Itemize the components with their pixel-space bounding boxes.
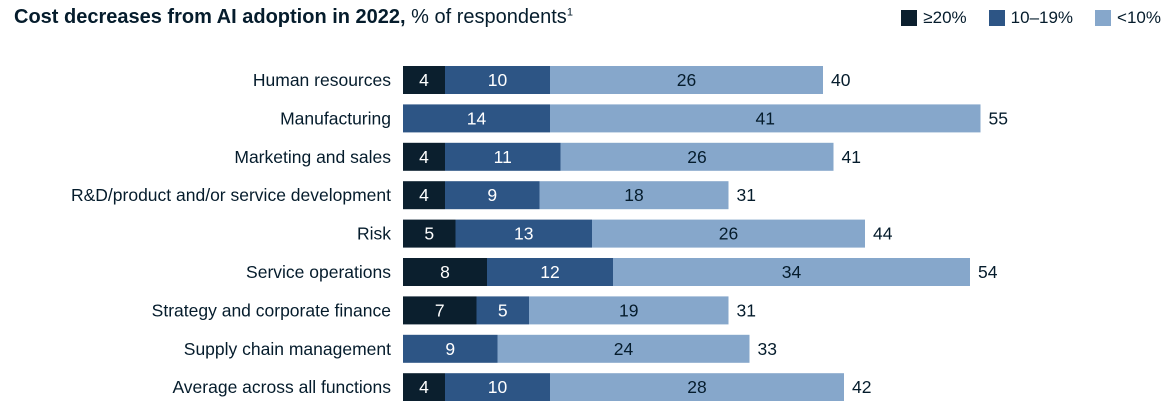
bar-segment	[497, 334, 750, 363]
bar-value-label: 4	[419, 377, 429, 397]
bar-segment	[560, 142, 834, 171]
bar-segment	[487, 258, 613, 286]
bar-segment	[539, 181, 729, 210]
bar-value-label: 41	[756, 108, 775, 128]
bar-segment	[403, 258, 487, 286]
bar-value-label: 7	[435, 300, 445, 320]
bar-segment	[403, 296, 477, 325]
bar-value-label: 13	[514, 224, 533, 244]
bar-segment	[403, 373, 445, 401]
category-label: Supply chain management	[184, 339, 391, 359]
legend-label: ≥20%	[923, 8, 967, 27]
category-label: Strategy and corporate finance	[152, 300, 391, 320]
bar-segment	[476, 296, 529, 325]
bar-segment	[445, 142, 561, 171]
title-main: Cost decreases from AI adoption in 2022,	[14, 6, 406, 28]
legend-swatch	[1095, 10, 1112, 26]
bar-value-label: 5	[498, 300, 508, 320]
bar-value-label: 12	[540, 262, 559, 282]
bar-value-label: 26	[719, 224, 738, 244]
stacked-bar-chart: Human resources 4 10 26 40 Manufacturing 14 41 5…	[71, 66, 1008, 401]
bar-segment	[592, 219, 865, 248]
bar-segment	[445, 181, 540, 210]
bar-segment	[550, 373, 844, 401]
legend-label: 10–19%	[1010, 8, 1074, 27]
bar-value-label: 11	[494, 147, 512, 167]
bar-value-label: 18	[624, 185, 643, 205]
category-label: R&D/product and/or service development	[71, 185, 391, 205]
bar-value-label: 19	[619, 300, 638, 320]
bar-total-label: 31	[737, 185, 756, 205]
bar-value-label: 4	[419, 70, 429, 90]
legend-item-10-19: 10–19%	[988, 8, 1074, 28]
title-subtitle: % of respondents	[405, 6, 567, 28]
bar-total-label: 41	[842, 147, 861, 167]
chart-title: Cost decreases from AI adoption in 2022,…	[14, 6, 573, 29]
category-label: Manufacturing	[280, 108, 391, 128]
bar-value-label: 9	[445, 339, 455, 359]
bar-total-label: 31	[737, 300, 756, 320]
bar-segment	[550, 104, 981, 133]
bar-segment	[550, 66, 823, 94]
bar-segment	[529, 296, 729, 325]
category-label: Average across all functions	[172, 377, 391, 397]
bar-segment	[445, 66, 550, 94]
bar-value-label: 8	[440, 262, 450, 282]
bar-segment	[403, 181, 445, 210]
legend-swatch	[988, 10, 1005, 26]
title-footnote: 1	[566, 6, 573, 19]
bar-segment	[403, 104, 550, 133]
bar-total-label: 55	[989, 108, 1008, 128]
bar-segment	[613, 258, 970, 286]
bar-value-label: 10	[488, 377, 508, 397]
bar-value-label: 10	[488, 70, 508, 90]
bar-value-label: 28	[687, 377, 706, 397]
bar-value-label: 24	[614, 339, 634, 359]
bar-segment	[403, 66, 445, 94]
bar-segment	[455, 219, 592, 248]
bar-segment	[403, 142, 445, 171]
legend-label: <10%	[1117, 8, 1161, 27]
bar-value-label: 4	[419, 147, 429, 167]
bar-value-label: 5	[424, 224, 434, 244]
legend-item-20-plus: ≥20%	[901, 8, 967, 28]
bar-total-label: 44	[873, 224, 893, 244]
category-label: Risk	[357, 224, 391, 244]
legend-swatch	[901, 10, 918, 26]
bar-segment	[445, 373, 550, 401]
legend-item-under-10: <10%	[1095, 8, 1161, 28]
bar-segment	[403, 334, 498, 363]
bar-value-label: 9	[487, 185, 497, 205]
category-label: Service operations	[246, 262, 391, 282]
bar-value-label: 26	[687, 147, 706, 167]
bar-value-label: 4	[419, 185, 429, 205]
bar-total-label: 40	[831, 70, 851, 90]
chart-legend: ≥20% 10–19% <10%	[901, 8, 1161, 28]
category-label: Human resources	[253, 70, 391, 90]
bar-total-label: 33	[758, 339, 777, 359]
bar-value-label: 34	[782, 262, 802, 282]
bar-value-label: 14	[467, 108, 487, 128]
bar-value-label: 26	[677, 70, 696, 90]
bar-segment	[403, 219, 456, 248]
bar-total-label: 54	[978, 262, 998, 282]
bar-total-label: 42	[852, 377, 871, 397]
category-label: Marketing and sales	[234, 147, 391, 167]
